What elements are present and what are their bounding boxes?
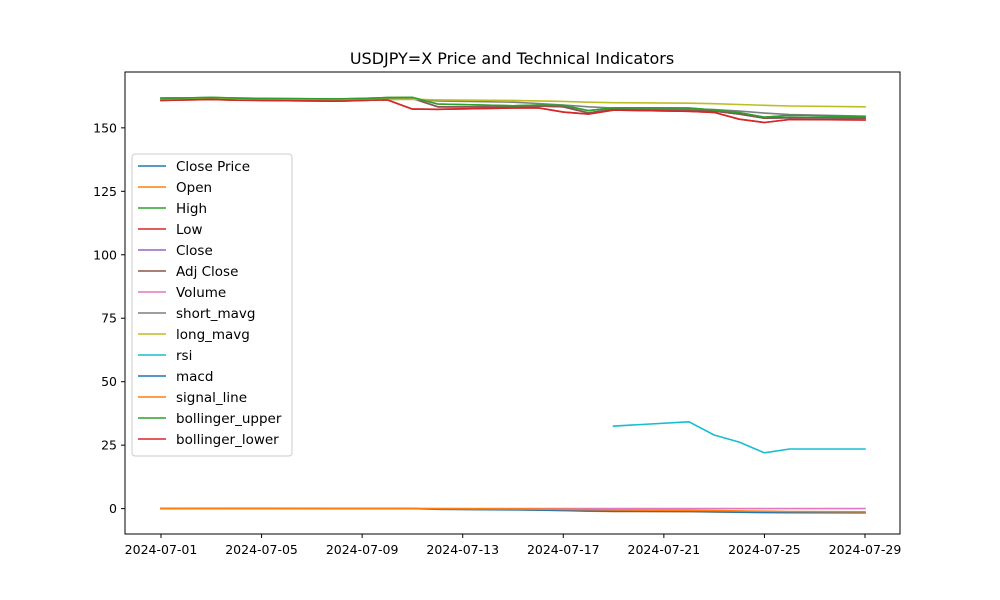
legend-label: signal_line	[176, 390, 247, 406]
x-tick-label: 2024-07-21	[628, 542, 701, 557]
series-line-bollinger-lower	[160, 98, 866, 124]
legend-label: High	[176, 201, 207, 217]
y-axis: 0 25 50 75 100 125 150	[93, 120, 125, 516]
y-tick-label: 75	[101, 311, 117, 326]
legend-label: Close Price	[176, 159, 250, 175]
y-tick-label: 125	[93, 184, 117, 199]
x-tick-label: 2024-07-09	[326, 542, 399, 557]
x-axis: 2024-07-01 2024-07-05 2024-07-09 2024-07-13…	[125, 534, 902, 557]
legend-label: Open	[176, 180, 212, 196]
legend-label: long_mavg	[176, 327, 250, 343]
legend-label: Close	[176, 243, 213, 259]
chart-title: USDJPY=X Price and Technical Indicators	[350, 49, 674, 68]
legend-label: rsi	[176, 348, 192, 364]
legend: Close Price Open High Low Close Adj Close Volu…	[131, 153, 293, 457]
x-tick-label: 2024-07-29	[829, 542, 902, 557]
x-tick-label: 2024-07-17	[527, 542, 600, 557]
legend-label: bollinger_lower	[176, 432, 279, 448]
legend-label: Volume	[176, 285, 226, 301]
series-layer	[160, 96, 866, 514]
legend-label: Adj Close	[176, 264, 238, 280]
series-line-signal-line	[160, 507, 866, 513]
legend-label: bollinger_upper	[176, 411, 282, 427]
legend-box	[131, 153, 293, 457]
x-tick-label: 2024-07-05	[225, 542, 298, 557]
legend-label: macd	[176, 369, 213, 385]
y-tick-label: 50	[101, 374, 117, 389]
plot-frame	[124, 71, 901, 535]
y-tick-label: 100	[93, 247, 117, 262]
y-tick-label: 0	[109, 501, 117, 516]
y-tick-label: 25	[101, 438, 117, 453]
legend-label: short_mavg	[176, 306, 255, 322]
x-tick-label: 2024-07-25	[728, 542, 801, 557]
series-line-long-mavg	[160, 98, 866, 108]
x-tick-label: 2024-07-01	[125, 542, 198, 557]
legend-label: Low	[176, 222, 203, 238]
series-line-bollinger-upper	[160, 96, 866, 118]
x-tick-label: 2024-07-13	[426, 542, 499, 557]
series-line-rsi	[612, 421, 866, 454]
y-tick-label: 150	[93, 120, 117, 135]
